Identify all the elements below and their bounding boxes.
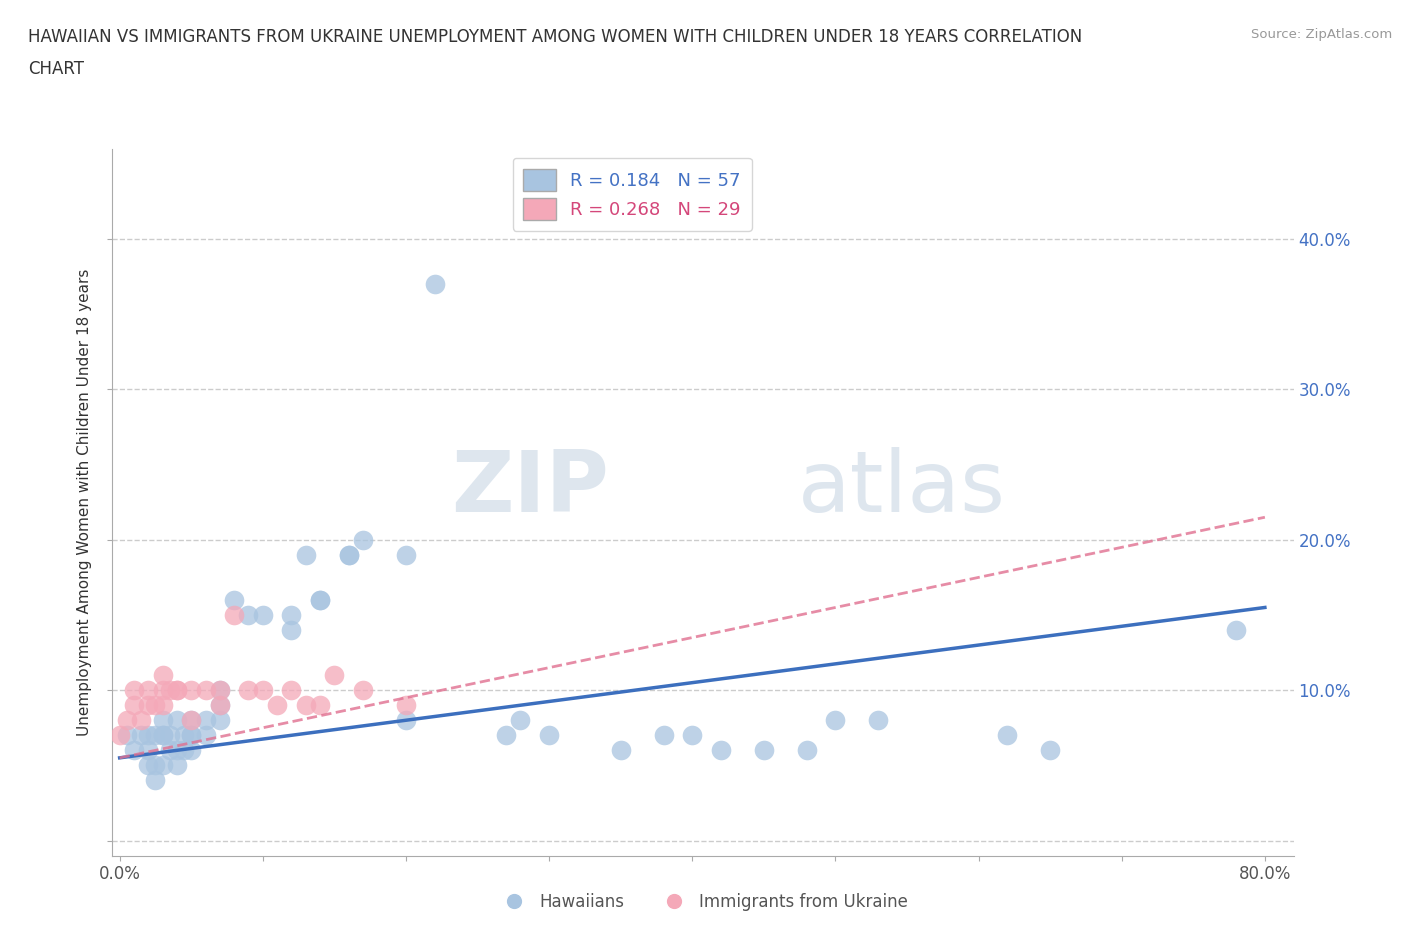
Point — [145, 728, 167, 743]
Point — [280, 607, 302, 622]
Point — [309, 592, 332, 607]
Point — [180, 712, 202, 727]
Point — [159, 743, 181, 758]
Point — [152, 668, 174, 683]
Point — [824, 712, 846, 727]
Point — [194, 728, 217, 743]
Point — [166, 743, 188, 758]
Point — [352, 532, 374, 547]
Point — [136, 698, 159, 712]
Point — [136, 728, 159, 743]
Point — [252, 683, 274, 698]
Text: HAWAIIAN VS IMMIGRANTS FROM UKRAINE UNEMPLOYMENT AMONG WOMEN WITH CHILDREN UNDER: HAWAIIAN VS IMMIGRANTS FROM UKRAINE UNEM… — [28, 28, 1083, 46]
Point — [266, 698, 288, 712]
Point — [122, 698, 145, 712]
Point — [337, 548, 360, 563]
Point — [323, 668, 346, 683]
Point — [180, 712, 202, 727]
Point — [681, 728, 703, 743]
Point — [710, 743, 733, 758]
Point — [173, 743, 195, 758]
Point — [252, 607, 274, 622]
Point — [145, 773, 167, 788]
Point — [309, 698, 332, 712]
Point — [180, 683, 202, 698]
Point — [152, 712, 174, 727]
Point — [423, 277, 446, 292]
Point — [224, 607, 246, 622]
Point — [152, 683, 174, 698]
Point — [208, 698, 231, 712]
Point — [136, 743, 159, 758]
Point — [173, 728, 195, 743]
Point — [395, 698, 418, 712]
Point — [129, 728, 152, 743]
Point — [208, 712, 231, 727]
Point — [208, 698, 231, 712]
Text: CHART: CHART — [28, 60, 84, 78]
Point — [152, 728, 174, 743]
Point — [136, 758, 159, 773]
Point — [294, 548, 316, 563]
Point — [337, 548, 360, 563]
Text: atlas: atlas — [797, 446, 1005, 529]
Point — [145, 698, 167, 712]
Point — [115, 728, 138, 743]
Point — [1039, 743, 1062, 758]
Point — [509, 712, 531, 727]
Point — [122, 683, 145, 698]
Point — [166, 758, 188, 773]
Text: Source: ZipAtlas.com: Source: ZipAtlas.com — [1251, 28, 1392, 41]
Point — [609, 743, 631, 758]
Point — [352, 683, 374, 698]
Point — [166, 683, 188, 698]
Point — [868, 712, 890, 727]
Point — [224, 592, 246, 607]
Point — [122, 743, 145, 758]
Text: ZIP: ZIP — [451, 446, 609, 529]
Point — [145, 758, 167, 773]
Point — [129, 712, 152, 727]
Point — [395, 712, 418, 727]
Point — [238, 607, 260, 622]
Point — [180, 728, 202, 743]
Point — [309, 592, 332, 607]
Point — [538, 728, 561, 743]
Point — [194, 712, 217, 727]
Point — [752, 743, 775, 758]
Point — [208, 683, 231, 698]
Point — [180, 728, 202, 743]
Point — [115, 712, 138, 727]
Y-axis label: Unemployment Among Women with Children Under 18 years: Unemployment Among Women with Children U… — [77, 269, 91, 736]
Point — [166, 683, 188, 698]
Point — [395, 548, 418, 563]
Point — [294, 698, 316, 712]
Point — [152, 698, 174, 712]
Point — [495, 728, 517, 743]
Legend: Hawaiians, Immigrants from Ukraine: Hawaiians, Immigrants from Ukraine — [491, 886, 915, 918]
Point — [652, 728, 675, 743]
Point — [194, 683, 217, 698]
Point — [995, 728, 1018, 743]
Point — [238, 683, 260, 698]
Point — [208, 683, 231, 698]
Point — [152, 728, 174, 743]
Point — [280, 622, 302, 637]
Point — [796, 743, 818, 758]
Point — [180, 743, 202, 758]
Point — [166, 712, 188, 727]
Point — [152, 758, 174, 773]
Point — [136, 683, 159, 698]
Point — [1225, 622, 1247, 637]
Point — [108, 728, 131, 743]
Point — [159, 683, 181, 698]
Point — [159, 728, 181, 743]
Point — [280, 683, 302, 698]
